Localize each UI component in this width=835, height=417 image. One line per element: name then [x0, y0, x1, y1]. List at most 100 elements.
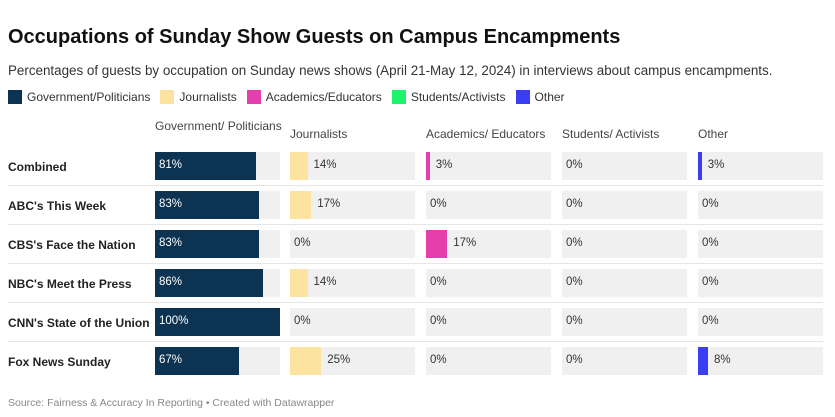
bar	[290, 269, 308, 297]
legend-swatch	[391, 90, 406, 104]
bar-track: 17%	[426, 230, 551, 258]
data-label: 0%	[294, 237, 311, 249]
row-label: Fox News Sunday	[8, 355, 111, 369]
bar	[155, 230, 259, 258]
row-divider	[8, 263, 823, 264]
data-label: 3%	[707, 159, 725, 171]
legend-label: Academics/Educators	[265, 90, 382, 104]
bar-track: 0%	[562, 308, 687, 336]
bar-track: 0%	[698, 269, 823, 297]
column-header: Other	[698, 127, 729, 141]
bar-track: 0%	[698, 230, 823, 258]
legend-label: Journalists	[179, 90, 237, 104]
source-note: Source: Fairness & Accuracy In Reporting…	[8, 397, 335, 409]
data-label: 0%	[566, 159, 583, 171]
data-label: 14%	[313, 159, 337, 171]
legend-item: Government/Politicians	[8, 90, 150, 104]
column-header: Academics/ Educators	[426, 127, 546, 141]
legend-swatch	[160, 90, 175, 104]
legend-label: Students/Activists	[410, 90, 506, 104]
data-label: 17%	[453, 237, 477, 249]
data-label: 8%	[714, 354, 731, 366]
bar-track: 3%	[698, 152, 823, 180]
bar-track: 8%	[698, 347, 823, 375]
data-label: 17%	[317, 198, 341, 210]
bar	[426, 230, 448, 258]
bar-track: 0%	[562, 269, 687, 297]
data-label: 25%	[327, 354, 351, 366]
bar	[698, 347, 708, 375]
legend-label: Government/Politicians	[27, 90, 151, 104]
chart-title: Occupations of Sunday Show Guests on Cam…	[8, 26, 621, 48]
data-label: 0%	[430, 315, 447, 327]
bar	[426, 152, 430, 180]
bar	[698, 152, 702, 180]
bar	[290, 191, 312, 219]
column-header: Government/ Politicians	[155, 119, 282, 133]
data-label: 0%	[430, 276, 447, 288]
row-divider	[8, 185, 823, 186]
data-label: 0%	[566, 354, 583, 366]
data-label: 83%	[159, 237, 183, 249]
data-label: 100%	[159, 315, 189, 327]
legend: Government/Politicians Journalists Academi…	[8, 90, 565, 104]
bar-track: 14%	[290, 152, 415, 180]
data-label: 0%	[430, 198, 447, 210]
bar	[155, 347, 239, 375]
data-label: 0%	[566, 315, 583, 327]
bar	[155, 308, 280, 336]
legend-item: Academics/Educators	[246, 90, 382, 104]
bar-track: 0%	[562, 152, 687, 180]
bar	[290, 347, 322, 375]
bar-track: 0%	[426, 191, 551, 219]
bar-track: 86%	[155, 269, 280, 297]
bar-track: 0%	[426, 308, 551, 336]
bar-track: 83%	[155, 230, 280, 258]
data-label: 0%	[702, 315, 719, 327]
legend-item: Students/Activists	[391, 90, 506, 104]
bar-track: 81%	[155, 152, 280, 180]
bar-track: 0%	[290, 230, 415, 258]
bar-track: 0%	[562, 347, 687, 375]
bar-track: 3%	[426, 152, 551, 180]
legend-swatch	[246, 90, 261, 104]
legend-swatch	[515, 90, 530, 104]
bar-track: 0%	[426, 269, 551, 297]
row-divider	[8, 224, 823, 225]
bar-track: 17%	[290, 191, 415, 219]
data-label: 0%	[566, 198, 583, 210]
bar-track: 0%	[698, 191, 823, 219]
row-label: Combined	[8, 160, 67, 174]
bar-track: 14%	[290, 269, 415, 297]
bar-track: 67%	[155, 347, 280, 375]
bar-track: 0%	[290, 308, 415, 336]
data-label: 0%	[702, 237, 719, 249]
column-header: Journalists	[290, 127, 348, 141]
data-label: 0%	[702, 276, 719, 288]
bar-track: 0%	[426, 347, 551, 375]
column-header: Students/ Activists	[562, 127, 660, 141]
chart-subtitle: Percentages of guests by occupation on S…	[8, 63, 773, 78]
bar-track: 0%	[562, 230, 687, 258]
data-label: 83%	[159, 198, 183, 210]
bar	[290, 152, 308, 180]
row-label: CNN's State of the Union	[8, 316, 150, 330]
row-divider	[8, 341, 823, 342]
legend-item: Other	[515, 90, 565, 104]
legend-swatch	[8, 90, 22, 104]
data-label: 0%	[430, 354, 447, 366]
data-label: 0%	[566, 237, 583, 249]
bar	[155, 191, 259, 219]
data-label: 0%	[294, 315, 311, 327]
bar-track: 0%	[698, 308, 823, 336]
data-label: 67%	[159, 354, 183, 366]
row-label: NBC's Meet the Press	[8, 277, 132, 291]
data-label: 3%	[435, 159, 453, 171]
bar-track: 83%	[155, 191, 280, 219]
data-label: 86%	[159, 276, 183, 288]
row-label: CBS's Face the Nation	[8, 238, 136, 252]
data-label: 0%	[566, 276, 583, 288]
bar	[155, 269, 263, 297]
legend-label: Other	[534, 90, 565, 104]
